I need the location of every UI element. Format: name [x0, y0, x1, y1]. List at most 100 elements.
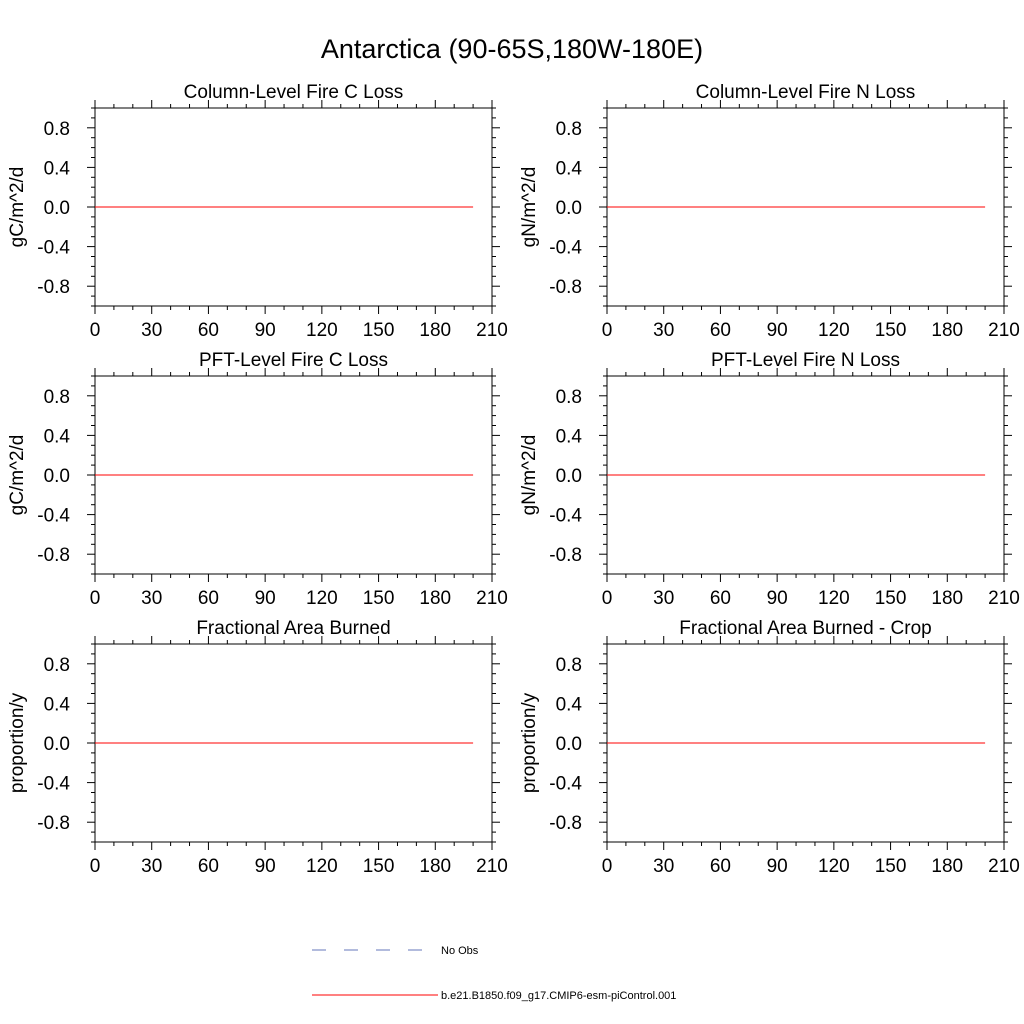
figure-title: Antarctica (90-65S,180W-180E) — [321, 34, 703, 64]
panel-pft-level-fire-c-loss: PFT-Level Fire C Loss gC/m^2/d 0 30 60 90 120 1… — [7, 350, 508, 609]
x-tick-label: 90 — [767, 320, 788, 341]
x-tick-label: 30 — [141, 588, 162, 609]
panel-title: Fractional Area Burned - Crop — [679, 618, 931, 639]
x-tick-label: 210 — [988, 320, 1020, 341]
x-tick-label: 120 — [818, 856, 850, 877]
x-tick-label: 150 — [875, 856, 907, 877]
x-tick-label: 30 — [653, 588, 674, 609]
y-tick-label: 0.8 — [556, 119, 582, 140]
x-tick-label: 120 — [818, 588, 850, 609]
y-tick-label: -0.4 — [37, 506, 70, 527]
y-tick-label: -0.8 — [37, 813, 70, 834]
x-tick-label: 60 — [710, 856, 731, 877]
y-tick-label: 0.4 — [556, 694, 583, 715]
y-tick-label: -0.4 — [37, 774, 70, 795]
y-tick-label: 0.0 — [556, 734, 582, 755]
x-tick-label: 90 — [767, 856, 788, 877]
chart-panels: Column-Level Fire C Loss gC/m^2/d 0 30 60 90 1… — [7, 82, 1020, 877]
y-axis-label: gN/m^2/d — [519, 435, 540, 516]
x-tick-label: 180 — [419, 588, 451, 609]
x-tick-label: 180 — [931, 588, 963, 609]
y-tick-label: 0.4 — [44, 426, 71, 447]
y-axis-label: gC/m^2/d — [7, 167, 28, 248]
x-tick-label: 210 — [476, 588, 508, 609]
panel-title: PFT-Level Fire N Loss — [711, 350, 900, 371]
y-tick-label: -0.4 — [37, 238, 70, 259]
x-tick-label: 180 — [931, 320, 963, 341]
legend-label: b.e21.B1850.f09_g17.CMIP6-esm-piControl.… — [441, 990, 676, 1002]
y-tick-label: 0.4 — [556, 426, 583, 447]
x-tick-label: 180 — [419, 320, 451, 341]
x-tick-label: 60 — [198, 856, 219, 877]
x-tick-label: 30 — [653, 856, 674, 877]
x-tick-label: 0 — [90, 588, 101, 609]
x-tick-label: 30 — [141, 320, 162, 341]
x-tick-label: 60 — [198, 320, 219, 341]
y-tick-label: -0.8 — [549, 277, 582, 298]
x-tick-label: 0 — [90, 320, 101, 341]
y-tick-label: 0.0 — [556, 198, 582, 219]
y-tick-label: 0.8 — [556, 387, 582, 408]
y-tick-label: 0.0 — [44, 466, 70, 487]
x-tick-label: 150 — [363, 856, 395, 877]
x-tick-label: 180 — [931, 856, 963, 877]
x-tick-label: 210 — [476, 320, 508, 341]
y-tick-label: 0.8 — [44, 119, 70, 140]
x-tick-label: 150 — [875, 320, 907, 341]
x-tick-label: 30 — [141, 856, 162, 877]
x-tick-label: 90 — [255, 320, 276, 341]
panel-fractional-area-burned-crop: Fractional Area Burned - Crop proportion/… — [519, 618, 1020, 877]
y-tick-label: 0.4 — [556, 158, 583, 179]
y-tick-label: 0.8 — [556, 655, 582, 676]
x-tick-label: 210 — [476, 856, 508, 877]
x-tick-label: 90 — [767, 588, 788, 609]
x-tick-label: 60 — [198, 588, 219, 609]
panel-title: Column-Level Fire N Loss — [696, 82, 916, 103]
x-tick-label: 150 — [875, 588, 907, 609]
x-tick-label: 30 — [653, 320, 674, 341]
panel-column-level-fire-n-loss: Column-Level Fire N Loss gN/m^2/d 0 30 60 90 1… — [519, 82, 1020, 341]
y-tick-label: -0.4 — [549, 506, 582, 527]
panel-pft-level-fire-n-loss: PFT-Level Fire N Loss gN/m^2/d 0 30 60 90 120 1… — [519, 350, 1020, 609]
x-tick-label: 210 — [988, 856, 1020, 877]
x-tick-label: 120 — [818, 320, 850, 341]
y-tick-label: -0.8 — [549, 545, 582, 566]
x-tick-label: 180 — [419, 856, 451, 877]
y-tick-label: 0.4 — [44, 694, 71, 715]
y-axis-label: gC/m^2/d — [7, 435, 28, 516]
x-tick-label: 0 — [90, 856, 101, 877]
legend: No Obs b.e21.B1850.f09_g17.CMIP6-esm-piCo… — [312, 945, 676, 1002]
x-tick-label: 210 — [988, 588, 1020, 609]
y-tick-label: -0.4 — [549, 238, 582, 259]
y-tick-label: 0.0 — [556, 466, 582, 487]
panel-title: Fractional Area Burned — [196, 618, 390, 639]
panel-title: PFT-Level Fire C Loss — [199, 350, 388, 371]
x-tick-label: 120 — [306, 856, 338, 877]
y-tick-label: -0.8 — [549, 813, 582, 834]
panel-title: Column-Level Fire C Loss — [184, 82, 404, 103]
y-tick-label: 0.0 — [44, 198, 70, 219]
y-tick-label: 0.8 — [44, 387, 70, 408]
y-axis-label: proportion/y — [519, 692, 540, 793]
y-axis-label: gN/m^2/d — [519, 167, 540, 248]
y-axis-label: proportion/y — [7, 692, 28, 793]
y-tick-label: -0.8 — [37, 545, 70, 566]
x-tick-label: 90 — [255, 588, 276, 609]
y-tick-label: 0.8 — [44, 655, 70, 676]
panel-fractional-area-burned: Fractional Area Burned proportion/y 0 30 60 9… — [7, 618, 508, 877]
x-tick-label: 60 — [710, 320, 731, 341]
x-tick-label: 150 — [363, 320, 395, 341]
x-tick-label: 0 — [602, 588, 613, 609]
x-tick-label: 0 — [602, 320, 613, 341]
x-tick-label: 150 — [363, 588, 395, 609]
legend-label: No Obs — [441, 945, 479, 957]
y-tick-label: 0.4 — [44, 158, 71, 179]
x-tick-label: 120 — [306, 588, 338, 609]
y-tick-label: -0.4 — [549, 774, 582, 795]
y-tick-label: 0.0 — [44, 734, 70, 755]
x-tick-label: 60 — [710, 588, 731, 609]
x-tick-label: 120 — [306, 320, 338, 341]
panel-column-level-fire-c-loss: Column-Level Fire C Loss gC/m^2/d 0 30 60 90 1… — [7, 82, 508, 341]
x-tick-label: 90 — [255, 856, 276, 877]
